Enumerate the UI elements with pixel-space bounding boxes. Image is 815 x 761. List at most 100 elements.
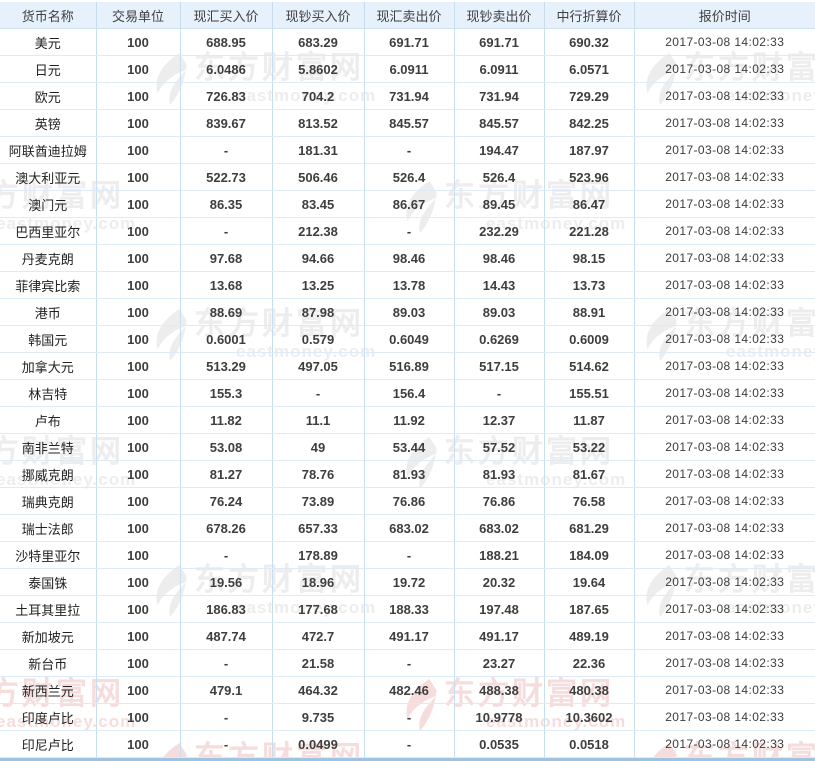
cell-spot-buy: 479.1 — [180, 676, 273, 704]
cell-boc-rate: 514.62 — [544, 352, 635, 380]
table-row: 土耳其里拉 100 186.83 177.68 188.33 197.48 187.65 20… — [0, 595, 815, 623]
cell-cash-buy: 657.33 — [272, 514, 365, 542]
cell-cash-buy: 212.38 — [272, 217, 365, 245]
cell-cash-sell: 0.6269 — [454, 325, 545, 353]
cell-spot-sell: 6.0911 — [364, 55, 455, 83]
cell-quote-time: 2017-03-08 14:02:33 — [634, 676, 815, 704]
cell-quote-time: 2017-03-08 14:02:33 — [634, 433, 815, 461]
table-row: 印度卢比 100-9.735-10.9778 10.3602 2017-03-08 1… — [0, 703, 815, 731]
cell-quote-time: 2017-03-08 14:02:33 — [634, 595, 815, 623]
cell-quote-time: 2017-03-08 14:02:33 — [634, 325, 815, 353]
cell-currency-name: 日元 — [0, 55, 97, 83]
cell-boc-rate: 187.97 — [544, 136, 635, 164]
cell-boc-rate: 88.91 — [544, 298, 635, 326]
table-row: 美元 100 688.95 683.29 691.71 691.71 690.32 2017-… — [0, 28, 815, 56]
cell-trade-unit: 100 — [96, 352, 181, 380]
cell-trade-unit: 100 — [96, 82, 181, 110]
bottom-divider — [0, 758, 815, 761]
cell-cash-buy: 181.31 — [272, 136, 365, 164]
cell-quote-time: 2017-03-08 14:02:33 — [634, 649, 815, 677]
cell-spot-buy: 13.68 — [180, 271, 273, 299]
cell-trade-unit: 100 — [96, 433, 181, 461]
table-row: 澳门元 100 86.35 83.45 86.67 89.45 86.47 2017-03-0… — [0, 190, 815, 218]
cell-trade-unit: 100 — [96, 487, 181, 515]
cell-cash-sell: 81.93 — [454, 460, 545, 488]
cell-spot-buy: 81.27 — [180, 460, 273, 488]
table-row: 林吉特 100 155.3-156.4-155.51 2017-03-08 14:02… — [0, 379, 815, 407]
column-header-trade-unit: 交易单位 — [96, 2, 181, 29]
cell-spot-sell: 13.78 — [364, 271, 455, 299]
cell-quote-time: 2017-03-08 14:02:33 — [634, 622, 815, 650]
cell-cash-buy: 11.1 — [272, 406, 365, 434]
cell-quote-time: 2017-03-08 14:02:33 — [634, 271, 815, 299]
cell-cash-buy: 0.0499 — [272, 730, 365, 758]
cell-boc-rate: 681.29 — [544, 514, 635, 542]
cell-spot-sell: - — [364, 136, 455, 164]
cell-cash-sell: 57.52 — [454, 433, 545, 461]
table-row: 日元 100 6.0486 5.8602 6.0911 6.0911 6.0571 2017-… — [0, 55, 815, 83]
cell-quote-time: 2017-03-08 14:02:33 — [634, 568, 815, 596]
cell-cash-buy: 506.46 — [272, 163, 365, 191]
cell-trade-unit: 100 — [96, 676, 181, 704]
cell-cash-buy: 21.58 — [272, 649, 365, 677]
cell-boc-rate: 76.58 — [544, 487, 635, 515]
cell-currency-name: 巴西里亚尔 — [0, 217, 97, 245]
cell-quote-time: 2017-03-08 14:02:33 — [634, 379, 815, 407]
cell-trade-unit: 100 — [96, 28, 181, 56]
table-row: 瑞士法郎 100 678.26 657.33 683.02 683.02 681.29 201… — [0, 514, 815, 542]
column-header-currency-name: 货币名称 — [0, 2, 97, 29]
cell-spot-sell: 731.94 — [364, 82, 455, 110]
cell-cash-sell: 491.17 — [454, 622, 545, 650]
cell-cash-sell: 197.48 — [454, 595, 545, 623]
cell-cash-sell: 517.15 — [454, 352, 545, 380]
cell-cash-sell: 12.37 — [454, 406, 545, 434]
cell-spot-sell: - — [364, 541, 455, 569]
cell-spot-sell: 156.4 — [364, 379, 455, 407]
cell-trade-unit: 100 — [96, 163, 181, 191]
table-row: 新台币 100-21.58-23.27 22.36 2017-03-08 14:02:… — [0, 649, 815, 677]
cell-currency-name: 美元 — [0, 28, 97, 56]
cell-spot-sell: 81.93 — [364, 460, 455, 488]
cell-cash-buy: 18.96 — [272, 568, 365, 596]
cell-quote-time: 2017-03-08 14:02:33 — [634, 217, 815, 245]
cell-currency-name: 英镑 — [0, 109, 97, 137]
cell-spot-sell: - — [364, 217, 455, 245]
table-row: 泰国铢 100 19.56 18.96 19.72 20.32 19.64 2017-03-0… — [0, 568, 815, 596]
cell-currency-name: 瑞士法郎 — [0, 514, 97, 542]
cell-cash-sell: 89.45 — [454, 190, 545, 218]
table-row: 卢布 100 11.82 11.1 11.92 12.37 11.87 2017-03-08 … — [0, 406, 815, 434]
cell-currency-name: 澳门元 — [0, 190, 97, 218]
cell-quote-time: 2017-03-08 14:02:33 — [634, 55, 815, 83]
cell-spot-buy: - — [180, 217, 273, 245]
cell-quote-time: 2017-03-08 14:02:33 — [634, 730, 815, 758]
cell-cash-sell: 683.02 — [454, 514, 545, 542]
column-header-quote-time: 报价时间 — [634, 2, 815, 29]
cell-currency-name: 丹麦克朗 — [0, 244, 97, 272]
cell-currency-name: 印尼卢比 — [0, 730, 97, 758]
cell-trade-unit: 100 — [96, 271, 181, 299]
cell-currency-name: 港币 — [0, 298, 97, 326]
cell-spot-sell: 89.03 — [364, 298, 455, 326]
cell-spot-buy: 19.56 — [180, 568, 273, 596]
cell-boc-rate: 221.28 — [544, 217, 635, 245]
column-header-spot-sell: 现汇卖出价 — [364, 2, 455, 29]
column-header-spot-buy: 现汇买入价 — [180, 2, 273, 29]
cell-trade-unit: 100 — [96, 514, 181, 542]
cell-cash-buy: 94.66 — [272, 244, 365, 272]
cell-spot-buy: 522.73 — [180, 163, 273, 191]
cell-boc-rate: 842.25 — [544, 109, 635, 137]
cell-spot-sell: - — [364, 730, 455, 758]
cell-spot-sell: 76.86 — [364, 487, 455, 515]
table-row: 港币 100 88.69 87.98 89.03 89.03 88.91 2017-03-08… — [0, 298, 815, 326]
cell-cash-sell: 6.0911 — [454, 55, 545, 83]
cell-spot-sell: 482.46 — [364, 676, 455, 704]
cell-boc-rate: 489.19 — [544, 622, 635, 650]
cell-cash-buy: 683.29 — [272, 28, 365, 56]
cell-cash-buy: 83.45 — [272, 190, 365, 218]
cell-trade-unit: 100 — [96, 730, 181, 758]
cell-quote-time: 2017-03-08 14:02:33 — [634, 244, 815, 272]
column-header-boc-rate: 中行折算价 — [544, 2, 635, 29]
cell-currency-name: 欧元 — [0, 82, 97, 110]
